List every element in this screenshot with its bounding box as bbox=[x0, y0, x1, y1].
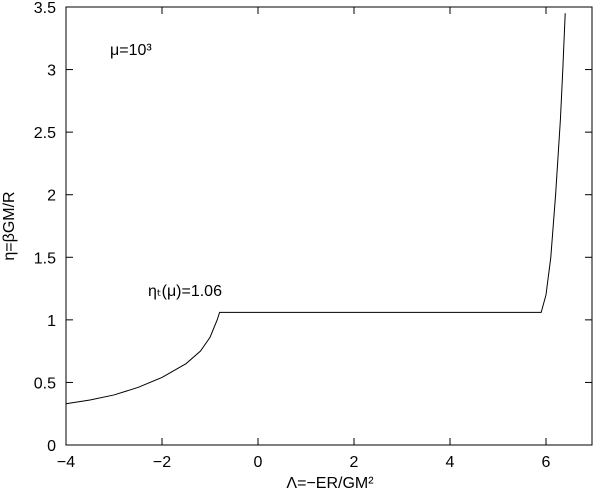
y-tick-label: 0 bbox=[47, 438, 56, 455]
x-tick-label: 0 bbox=[254, 454, 263, 471]
y-tick-label: 0.5 bbox=[34, 375, 56, 392]
x-tick-label: 4 bbox=[446, 454, 455, 471]
y-tick-label: 1.5 bbox=[34, 250, 56, 267]
x-tick-label: 2 bbox=[350, 454, 359, 471]
x-tick-label: −2 bbox=[153, 454, 171, 471]
y-tick-label: 3 bbox=[47, 63, 56, 80]
annotation: ηₜ(μ)=1.06 bbox=[148, 283, 222, 300]
plot-frame bbox=[65, 6, 593, 446]
line bbox=[65, 13, 566, 405]
y-tick-label: 1 bbox=[47, 313, 56, 330]
y-axis-label: η=βGM/R bbox=[1, 191, 18, 260]
y-tick-label: 2.5 bbox=[34, 125, 56, 142]
y-tick-label: 3.5 bbox=[34, 0, 56, 17]
x-tick-label: −4 bbox=[57, 454, 75, 471]
x-tick-label: 6 bbox=[542, 454, 551, 471]
annotation: μ=10³ bbox=[110, 42, 152, 59]
x-axis-label: Λ=−ER/GM² bbox=[286, 475, 374, 492]
y-tick-label: 2 bbox=[47, 188, 56, 205]
